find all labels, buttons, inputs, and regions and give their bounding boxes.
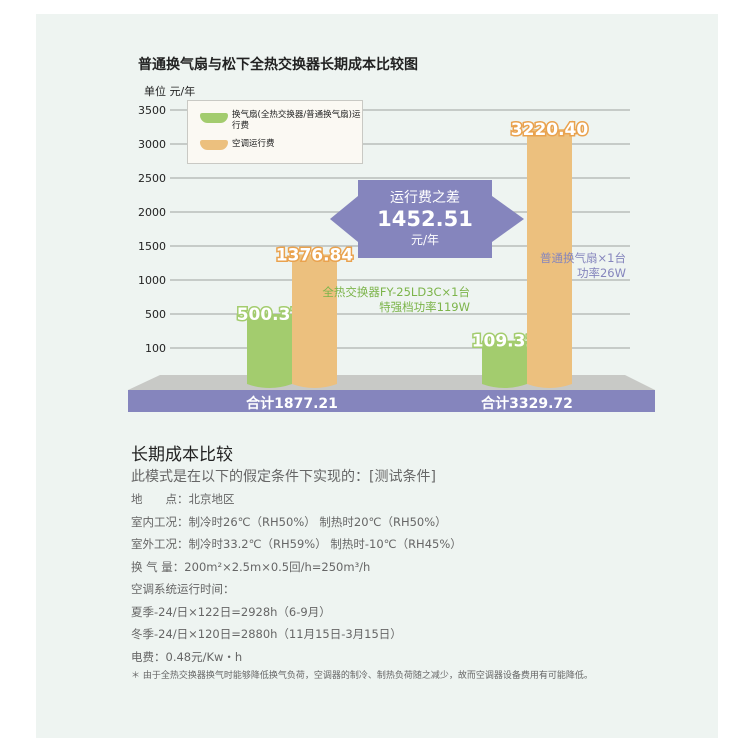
difference-label: 运行费之差 [390, 190, 460, 206]
total-band [128, 390, 655, 412]
y-tick-label: 3000 [138, 138, 166, 151]
condition-line: 室外工况：制冷时33.2℃（RH59%） 制热时-10℃（RH45%） [131, 537, 462, 551]
y-tick-label: 2500 [138, 172, 166, 185]
legend: 换气扇(全热交换器/普通换气扇)运行费 空调运行费 [187, 100, 363, 164]
condition-line: 电费：0.48元/Kw・h [131, 649, 243, 664]
total-label: 合计1877.21 [246, 395, 338, 412]
legend-label-fan: 换气扇(全热交换器/普通换气扇)运行费 [232, 110, 361, 131]
section-title: 长期成本比较 [131, 445, 233, 465]
condition-line: 地 点：北京地区 [131, 492, 235, 506]
data-label-ac: 3220.40 [511, 120, 589, 140]
difference-unit: 元/年 [410, 233, 440, 247]
y-tick-label: 100 [145, 342, 166, 355]
bar-fan [247, 313, 292, 388]
legend-label-ac: 空调运行费 [232, 139, 275, 149]
y-tick-label: 3500 [138, 104, 166, 117]
chart-floor [128, 375, 655, 390]
condition-line: 夏季-24/日×122日=2928h（6-9月） [131, 604, 331, 619]
bar-chart: 3500 3000 2500 2000 1500 1000 500 100 500.37 1376… [128, 104, 655, 412]
bar-ac [292, 254, 337, 388]
y-tick-label: 500 [145, 308, 166, 321]
model-note: 全热交换器FY-25LD3C×1台 [322, 285, 470, 299]
model-note: 普通换气扇×1台 [540, 251, 626, 265]
model-note: 功率26W [577, 266, 626, 280]
arrow-right [492, 196, 524, 242]
legend-swatch-ac [200, 140, 228, 150]
y-tick-label: 2000 [138, 206, 166, 219]
condition-line: 换 气 量：200m²×2.5m×0.5回/h=250m³/h [131, 559, 371, 574]
condition-line: 冬季-24/日×120日=2880h（11月15日-3月15日） [131, 627, 402, 641]
difference-box: 运行费之差 1452.51 元/年 [358, 180, 492, 258]
data-label-fan: 109.32 [472, 332, 538, 352]
y-axis-label: 单位 元/年 [144, 85, 196, 98]
total-label: 合计3329.72 [481, 395, 573, 412]
condition-line: 空调系统运行时间： [131, 582, 235, 596]
difference-value: 1452.51 [377, 207, 473, 231]
condition-line: 室内工况：制冷时26℃（RH50%） 制热时20℃（RH50%） [131, 514, 447, 529]
subtitle: 此模式是在以下的假定条件下实现的：[测试条件] [131, 469, 436, 485]
arrow-left [330, 196, 358, 242]
footnote: ＊ 由于全热交换器换气时能够降低换气负荷，空调器的制冷、制热负荷随之减少，故而空… [131, 671, 593, 681]
bar-ac [527, 129, 572, 388]
bar-fan [482, 340, 527, 388]
chart-title: 普通换气扇与松下全热交换器长期成本比较图 [138, 57, 418, 73]
legend-swatch-fan [200, 113, 228, 123]
y-tick-label: 1000 [138, 274, 166, 287]
data-label-fan: 500.37 [237, 305, 303, 325]
y-tick-label: 1500 [138, 240, 166, 253]
data-label-ac: 1376.84 [276, 245, 354, 265]
model-note: 特强档功率119W [379, 300, 470, 314]
